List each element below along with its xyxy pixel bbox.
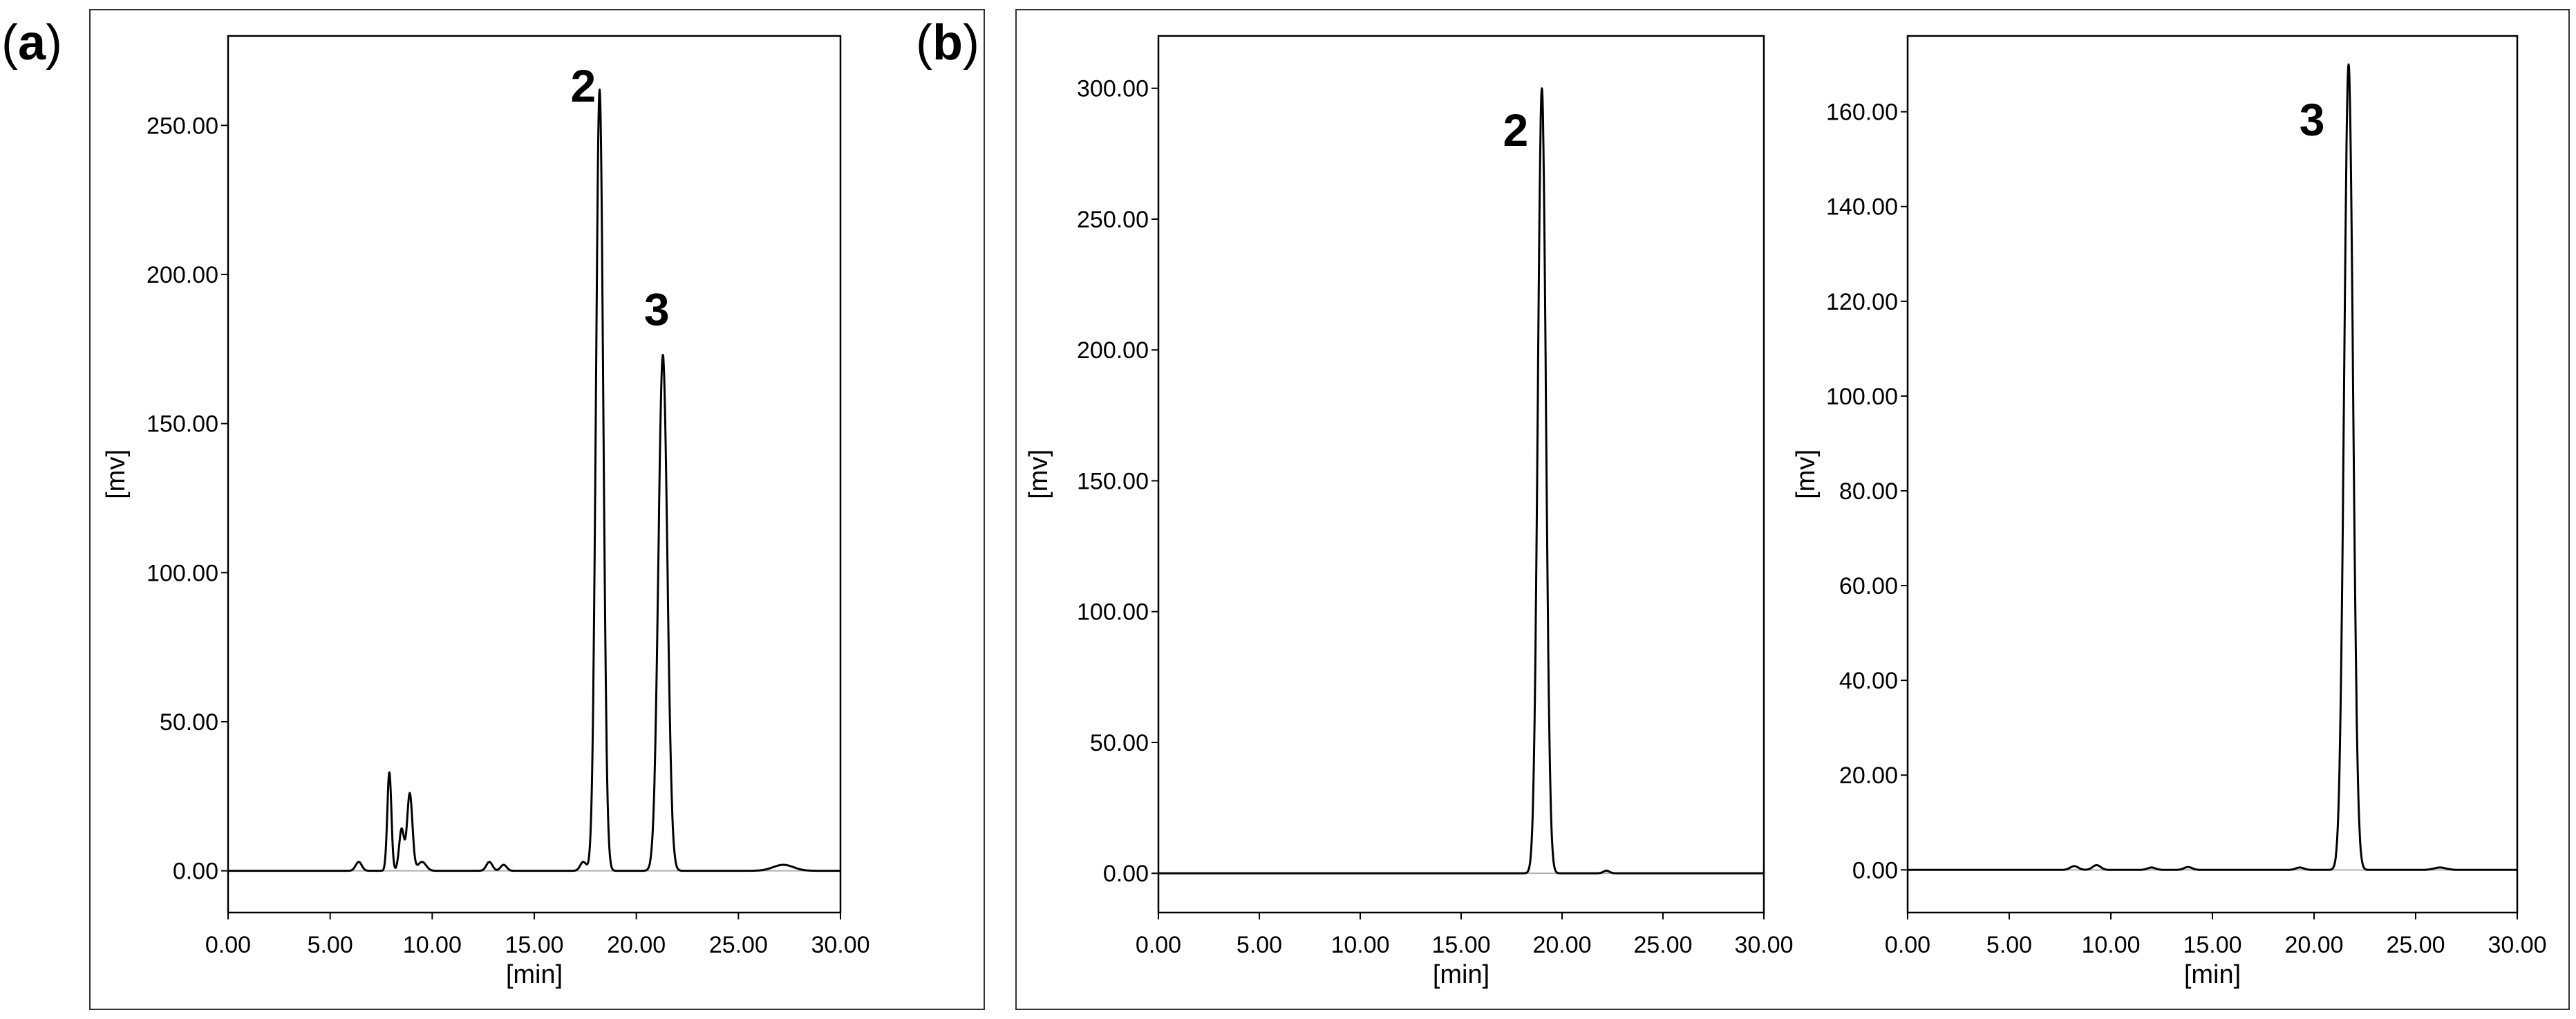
y-tick-label: 50.00 <box>1090 730 1149 756</box>
x-tick-label: 0.00 <box>1885 932 1930 958</box>
y-tick-label: 60.00 <box>1839 573 1898 599</box>
y-tick-label: 300.00 <box>1077 76 1149 102</box>
y-tick-label: 100.00 <box>147 560 218 586</box>
chromatogram-a: 0.00 50.00 100.00 150.00 200.00 250.00 0.00 5.0… <box>102 35 870 989</box>
y-tick-label: 120.00 <box>1826 289 1898 315</box>
signal-trace <box>1158 87 1765 875</box>
x-tick-label: 10.00 <box>403 932 462 958</box>
panel-b-frame <box>1015 9 2570 1010</box>
x-tick-label: 25.00 <box>2386 932 2445 958</box>
y-tick-label: 250.00 <box>1077 207 1149 233</box>
y-tick-label: 80.00 <box>1839 478 1898 505</box>
chromatogram-b-compound-2: 0.00 50.00 100.00 150.00 200.00 250.00 300.00 0… <box>1024 35 1794 989</box>
x-tick-label: 0.00 <box>205 932 251 958</box>
y-tick-label: 140.00 <box>1826 194 1898 221</box>
x-tick-label: 5.00 <box>1986 932 2032 958</box>
x-tick-label: 20.00 <box>607 932 666 958</box>
peak-label: 3 <box>2300 94 2325 145</box>
plot-area <box>227 35 842 914</box>
x-tick-label: 20.00 <box>2284 932 2343 958</box>
y-tick-label: 200.00 <box>147 262 218 288</box>
x-axis-label: [min] <box>2184 960 2241 989</box>
y-tick-label: 100.00 <box>1077 599 1149 626</box>
x-tick-label: 5.00 <box>308 932 353 958</box>
panel-a-frame <box>89 9 985 1010</box>
x-tick-label: 15.00 <box>2183 932 2241 958</box>
y-tick-label: 50.00 <box>160 709 218 736</box>
peak-label: 2 <box>571 60 596 111</box>
plot-area <box>1906 35 2519 914</box>
x-tick-label: 20.00 <box>1532 932 1591 958</box>
x-tick-label: 30.00 <box>1734 932 1793 958</box>
panel-a-label: (a) <box>1 15 62 71</box>
y-axis-label: [mv] <box>1024 449 1053 499</box>
y-tick-label: 0.00 <box>1103 861 1149 887</box>
signal-trace <box>1907 63 2518 871</box>
y-tick-label: 20.00 <box>1839 763 1898 789</box>
x-tick-label: 10.00 <box>2081 932 2140 958</box>
y-axis-label: [mv] <box>1792 449 1821 499</box>
y-tick-label: 160.00 <box>1826 100 1898 126</box>
chromatogram-b-compound-3: 0.00 20.00 40.00 60.00 80.00 100.00 120.00 140.… <box>1792 35 2547 989</box>
y-tick-label: 200.00 <box>1077 337 1149 364</box>
x-tick-label: 5.00 <box>1237 932 1282 958</box>
y-tick-label: 100.00 <box>1826 384 1898 410</box>
x-tick-label: 10.00 <box>1331 932 1389 958</box>
y-tick-label: 250.00 <box>147 113 218 139</box>
x-tick-label: 15.00 <box>505 932 563 958</box>
x-axis-label: [min] <box>506 960 563 989</box>
y-axis-label: [mv] <box>102 449 131 499</box>
plot-area <box>1157 35 1765 914</box>
x-tick-label: 0.00 <box>1136 932 1181 958</box>
peak-label: 3 <box>644 283 670 335</box>
signal-trace <box>227 88 841 872</box>
x-axis-label: [min] <box>1433 960 1489 989</box>
y-tick-label: 150.00 <box>1077 468 1149 494</box>
y-tick-label: 0.00 <box>1852 857 1898 884</box>
x-tick-label: 25.00 <box>709 932 768 958</box>
y-tick-label: 40.00 <box>1839 668 1898 694</box>
x-tick-label: 30.00 <box>2488 932 2546 958</box>
x-tick-label: 30.00 <box>811 932 869 958</box>
panel-b-label: (b) <box>916 15 979 71</box>
peak-label: 2 <box>1503 104 1528 156</box>
x-tick-label: 25.00 <box>1633 932 1692 958</box>
y-tick-label: 150.00 <box>147 411 218 438</box>
x-tick-label: 15.00 <box>1431 932 1490 958</box>
y-tick-label: 0.00 <box>173 859 218 885</box>
